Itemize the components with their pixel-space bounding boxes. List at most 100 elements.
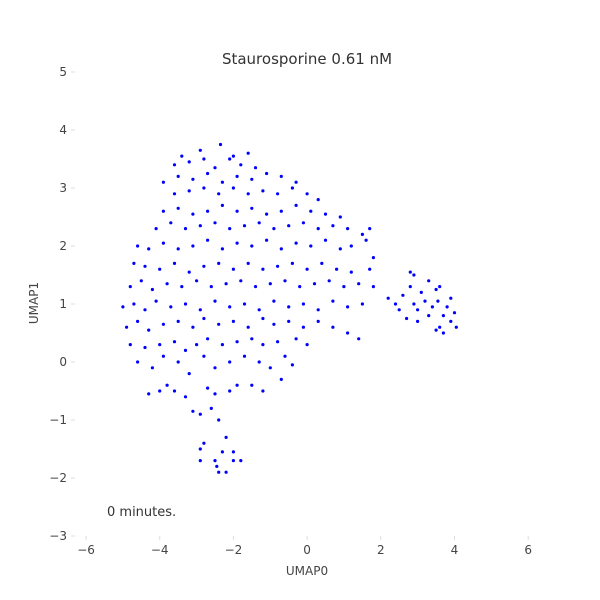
scatter-point [176,247,180,251]
x-tick-label: −6 [77,543,95,557]
scatter-point [198,308,202,312]
scatter-point [217,261,221,265]
scatter-point [294,203,298,207]
scatter-point [143,308,147,312]
scatter-point [346,305,350,309]
scatter-point [441,331,445,335]
scatter-point [143,264,147,268]
scatter-point [412,302,416,306]
scatter-point [261,267,265,271]
scatter-point [309,209,313,213]
scatter-point [239,459,243,463]
scatter-point [224,470,228,474]
scatter-point [323,212,328,216]
scatter-point [265,238,269,242]
scatter-point [242,302,247,306]
scatter-point [298,285,302,289]
x-tick-label: 6 [524,543,532,557]
scatter-point [368,227,372,231]
scatter-point [250,206,254,210]
chart-title: Staurosporine 0.61 nM [222,50,392,68]
scatter-point [364,238,368,242]
scatter-point [257,308,261,312]
scatter-point [183,348,188,352]
scatter-point [287,305,291,309]
scatter-point [215,464,219,468]
scatter-point [218,142,223,147]
scatter-point [169,305,173,309]
scatter-point [235,383,239,387]
scatter-point [265,171,269,176]
scatter-point [283,354,287,358]
scatter-point [136,360,140,364]
scatter-point [220,180,224,184]
scatter-point [250,244,254,248]
scatter-point [161,354,165,358]
scatter-point [228,389,232,393]
scatter-point [250,177,254,181]
scatter-point [202,186,206,190]
y-tick-label: 0 [59,355,67,369]
scatter-point [331,325,335,329]
scatter-point [360,302,364,306]
y-tick-label: 5 [59,65,67,79]
scatter-point [276,192,280,196]
scatter-point [323,238,328,242]
scatter-point [139,279,143,283]
scatter-point [261,343,265,347]
scatter-point [180,285,184,289]
scatter-point [121,305,125,309]
scatter-point [279,377,283,381]
scatter-point [294,180,298,184]
scatter-point [209,406,213,410]
scatter-points [121,142,458,474]
x-axis: −6 −4 −2 0 2 4 6 [77,536,532,557]
scatter-point [305,267,309,271]
scatter-point [128,285,132,289]
scatter-point [187,372,191,376]
scatter-point [272,299,276,303]
scatter-point [231,186,235,190]
x-tick-label: 0 [303,543,311,557]
scatter-point [246,325,250,329]
scatter-point [183,227,188,231]
scatter-point [213,366,217,370]
scatter-point [316,308,320,312]
scatter-point [449,296,453,300]
scatter-point [279,247,283,251]
scatter-point [202,441,206,445]
scatter-point [198,447,202,451]
scatter-point [125,325,129,329]
scatter-point [198,148,202,152]
scatter-point [276,264,280,268]
scatter-point [250,383,254,387]
scatter-point [242,354,247,358]
scatter-point [287,224,291,228]
scatter-point [360,232,364,236]
scatter-point [172,163,177,167]
scatter-point [327,279,331,283]
scatter-point [316,227,320,231]
scatter-point [401,293,405,297]
scatter-point [191,244,195,248]
scatter-point [265,212,269,216]
y-tick-label: 3 [59,181,67,195]
scatter-point [191,325,195,329]
scatter-point [434,287,438,292]
scatter-point [438,285,442,289]
scatter-point [320,261,324,265]
scatter-point [452,311,457,315]
scatter-point [195,343,199,347]
scatter-point [393,302,398,306]
scatter-point [253,285,258,289]
scatter-point [338,215,342,219]
scatter-point [434,328,438,332]
scatter-point [283,279,287,283]
scatter-point [342,285,346,289]
x-tick-label: −2 [225,543,243,557]
scatter-point [246,192,250,196]
scatter-point [408,270,412,274]
scatter-point [305,192,309,196]
scatter-point [253,166,258,170]
scatter-point [349,244,353,248]
